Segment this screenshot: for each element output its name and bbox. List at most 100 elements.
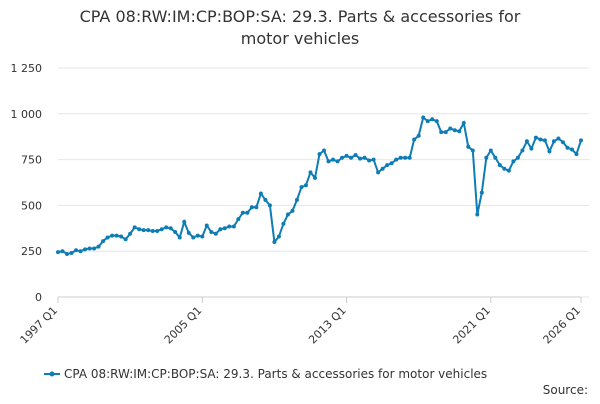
data-point: [267, 203, 272, 208]
data-point: [389, 161, 394, 166]
data-point: [511, 159, 516, 164]
data-point: [569, 147, 574, 152]
data-point: [74, 248, 79, 253]
data-point: [412, 137, 417, 142]
data-point: [349, 155, 354, 160]
data-point: [542, 138, 547, 143]
data-point: [213, 231, 218, 236]
data-point: [227, 224, 232, 229]
data-point: [493, 155, 498, 160]
data-point: [110, 233, 115, 238]
legend-marker: [49, 371, 55, 377]
data-point: [484, 155, 489, 160]
x-tick-label: 2005 Q1: [162, 304, 205, 347]
data-point: [236, 217, 241, 222]
data-point: [303, 183, 308, 188]
y-tick-label: 500: [21, 199, 42, 212]
data-point: [407, 155, 412, 160]
data-point: [191, 235, 196, 240]
data-point: [92, 246, 97, 251]
data-point: [60, 249, 65, 254]
data-point: [249, 205, 254, 210]
data-point: [312, 175, 317, 180]
data-point: [416, 133, 421, 138]
x-tick-label: 2021 Q1: [450, 304, 493, 347]
data-point: [159, 227, 164, 232]
data-point: [515, 155, 520, 160]
chart-title: CPA 08:RW:IM:CP:BOP:SA: 29.3. Parts & ac…: [80, 7, 521, 48]
data-point: [132, 225, 137, 230]
data-point: [137, 227, 142, 232]
data-point: [173, 229, 178, 234]
data-point: [529, 146, 534, 151]
data-point: [155, 229, 160, 234]
data-point: [272, 240, 277, 245]
data-point: [322, 148, 327, 153]
data-point: [83, 247, 88, 252]
data-point: [141, 228, 146, 233]
data-point: [457, 129, 462, 134]
data-point: [105, 235, 110, 240]
data-point: [367, 158, 372, 163]
data-point: [209, 229, 214, 234]
data-point: [200, 234, 205, 239]
data-point: [398, 155, 403, 160]
data-point: [168, 226, 173, 231]
data-point: [245, 210, 250, 215]
data-point: [254, 205, 259, 210]
data-point: [96, 244, 101, 249]
data-point: [362, 155, 367, 160]
source: Source:: [543, 383, 588, 397]
data-point: [294, 197, 299, 202]
data-point: [56, 250, 60, 255]
data-point: [340, 155, 345, 160]
data-point: [204, 223, 209, 228]
y-tick-label: 0: [35, 291, 42, 304]
data-point: [317, 152, 322, 157]
data-point: [276, 234, 281, 239]
x-tick-label: 1997 Q1: [18, 304, 61, 347]
data-point: [565, 145, 570, 150]
data-point: [448, 126, 453, 131]
legend-label: CPA 08:RW:IM:CP:BOP:SA: 29.3. Parts & ac…: [64, 367, 487, 381]
data-point: [520, 148, 525, 153]
data-point: [87, 246, 92, 251]
data-point: [475, 212, 480, 217]
x-tick-label: 2026 Q1: [541, 304, 584, 347]
data-point: [290, 208, 295, 213]
data-point: [502, 166, 507, 171]
data-point: [579, 138, 583, 143]
data-point: [439, 130, 444, 135]
data-point: [497, 163, 502, 168]
data-point: [101, 239, 106, 244]
data-point: [331, 157, 336, 162]
data-point: [299, 185, 304, 190]
data-point: [533, 135, 538, 140]
data-point: [285, 212, 290, 217]
data-point: [281, 221, 286, 226]
data-point: [538, 137, 543, 142]
data-point: [556, 136, 561, 141]
x-tick-label: 2013 Q1: [306, 304, 349, 347]
data-point: [470, 148, 475, 153]
y-tick-label: 750: [21, 154, 42, 167]
data-point: [177, 235, 182, 240]
data-point: [524, 139, 529, 144]
data-point: [195, 233, 200, 238]
data-point: [114, 233, 119, 238]
data-point: [335, 159, 340, 164]
data-point: [479, 190, 484, 195]
data-point: [218, 227, 223, 232]
data-point: [421, 115, 426, 120]
data-point: [443, 130, 448, 135]
data-point: [574, 152, 579, 157]
data-point: [551, 139, 556, 144]
data-point: [263, 197, 268, 202]
data-point: [222, 226, 227, 231]
data-point: [186, 230, 191, 235]
data-point: [394, 157, 399, 162]
data-point: [425, 119, 430, 124]
data-point: [65, 251, 70, 256]
data-point: [385, 163, 390, 168]
